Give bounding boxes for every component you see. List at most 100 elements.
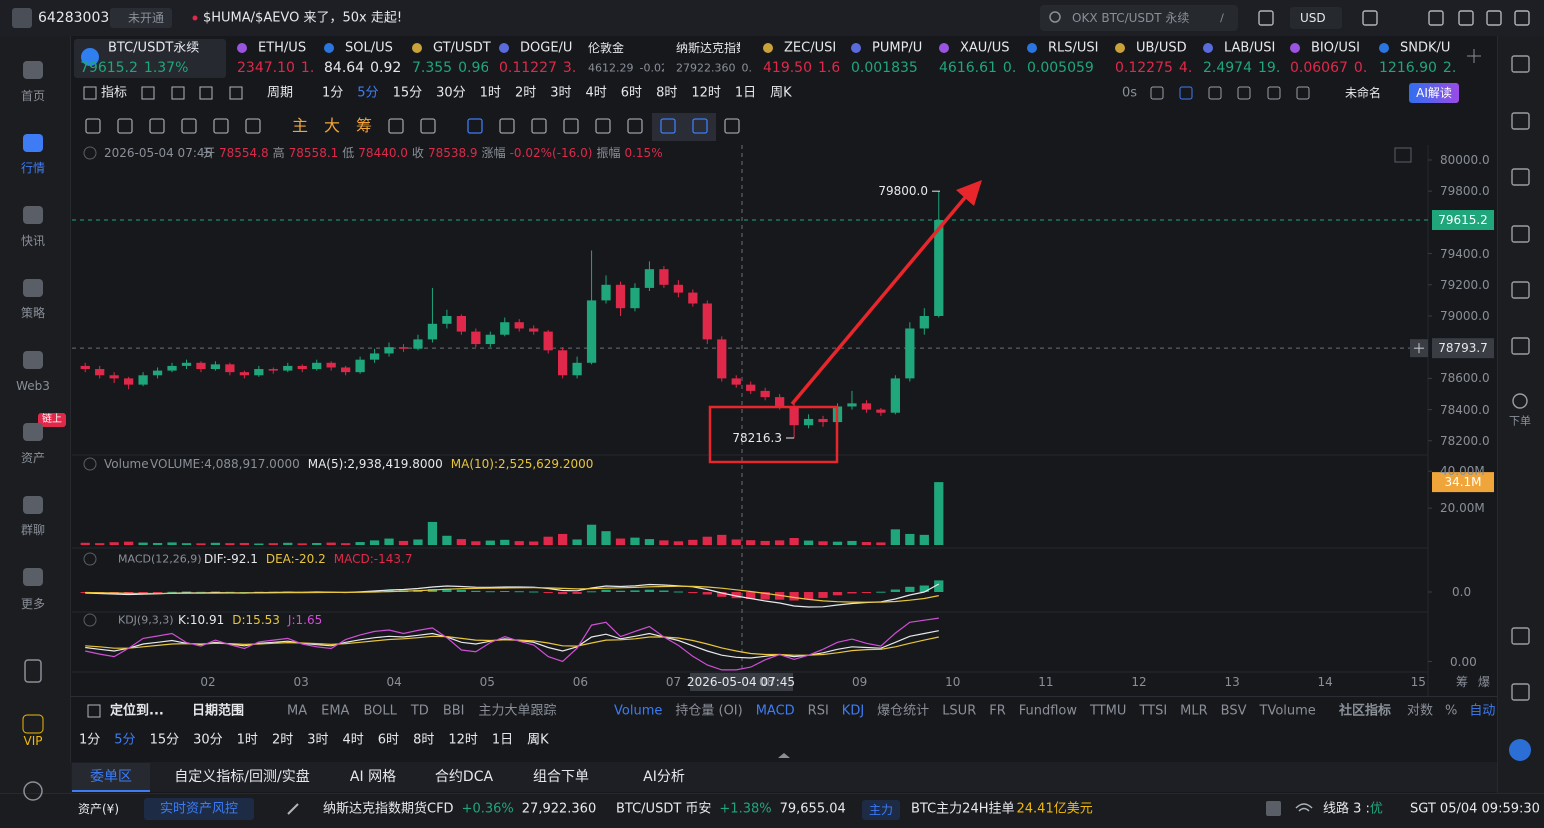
period-option[interactable]: 2时 bbox=[514, 85, 537, 101]
period-option[interactable]: 8时 bbox=[656, 85, 678, 101]
timeframe[interactable]: 8时 bbox=[413, 732, 435, 748]
timeframe[interactable]: 4时 bbox=[342, 732, 364, 748]
timeframe[interactable]: 周K bbox=[527, 732, 549, 748]
risk-control[interactable]: 实时资产风控 bbox=[159, 801, 239, 817]
ticker-name[interactable]: SOL/US bbox=[345, 41, 393, 55]
currency-select[interactable] bbox=[1290, 7, 1342, 29]
period-option[interactable]: 周K bbox=[770, 85, 792, 101]
period-option[interactable]: 3时 bbox=[550, 85, 572, 101]
period-option[interactable]: 1日 bbox=[734, 85, 757, 101]
sub-indicator[interactable]: 爆仓统计 bbox=[877, 703, 930, 719]
news-ticker[interactable]: $HUMA/$AEVO 来了，50x 走起! bbox=[203, 10, 403, 26]
search-box[interactable] bbox=[1040, 5, 1238, 31]
panel-title: Volume bbox=[104, 457, 149, 471]
ticker-name[interactable]: ETH/US bbox=[258, 41, 307, 55]
currency[interactable]: USD bbox=[1300, 11, 1326, 25]
timeframe[interactable]: 15分 bbox=[149, 732, 180, 748]
bottom-tab[interactable]: 组合下单 bbox=[533, 769, 589, 785]
nav-item[interactable]: 更多 bbox=[20, 597, 46, 611]
period-option[interactable]: 6时 bbox=[620, 85, 643, 101]
ticker-name[interactable]: SNDK/U bbox=[1400, 41, 1451, 55]
nav-item[interactable]: VIP bbox=[23, 734, 43, 748]
sub-indicator[interactable]: 持仓量 (OI) bbox=[675, 703, 743, 719]
date-range[interactable]: 日期范围 bbox=[192, 703, 245, 719]
timeframe[interactable]: 1日 bbox=[491, 732, 514, 748]
sub-indicator[interactable]: TVolume bbox=[1259, 703, 1316, 719]
active-tab[interactable] bbox=[72, 763, 150, 792]
sub-indicator[interactable]: FR bbox=[989, 703, 1006, 719]
timeframe[interactable]: 3时 bbox=[307, 732, 329, 748]
nav-item[interactable]: 行情 bbox=[20, 161, 46, 175]
ticker-name[interactable]: ZEC/USI bbox=[784, 41, 837, 55]
indicator-button[interactable]: 指标 bbox=[101, 85, 128, 101]
timeframe[interactable]: 6时 bbox=[377, 732, 400, 748]
main-indicator[interactable]: TD bbox=[410, 703, 429, 719]
order-button[interactable]: 下单 bbox=[1509, 414, 1531, 428]
nav-item[interactable]: 群聊 bbox=[20, 523, 46, 537]
sub-indicator[interactable]: MACD bbox=[755, 703, 795, 719]
sub-indicator[interactable]: TTSI bbox=[1139, 703, 1168, 719]
ticker-name[interactable]: 纳斯达克指数 bbox=[676, 42, 740, 54]
draw-tool-label[interactable]: 主 bbox=[291, 116, 309, 135]
ticker-name[interactable]: 伦敦金 bbox=[588, 42, 625, 54]
search-input[interactable]: OKX BTC/USDT 永续 bbox=[1072, 11, 1190, 25]
period-option[interactable]: 5分 bbox=[357, 85, 379, 101]
nav-item[interactable]: 策略 bbox=[20, 306, 46, 320]
main-indicator[interactable]: BBI bbox=[442, 703, 465, 719]
bottom-tab[interactable]: AI分析 bbox=[643, 769, 685, 785]
bottom-tab[interactable]: AI 网格 bbox=[349, 769, 397, 785]
axis-option[interactable]: 对数 bbox=[1407, 703, 1434, 719]
timeframe[interactable]: 2时 bbox=[271, 732, 294, 748]
sub-indicator[interactable]: Fundflow bbox=[1018, 703, 1078, 719]
community-indicators[interactable]: 社区指标 bbox=[1339, 703, 1392, 719]
sub-indicator[interactable]: Volume bbox=[614, 703, 663, 719]
sub-indicator[interactable]: BSV bbox=[1220, 703, 1247, 719]
period-option[interactable]: 30分 bbox=[436, 85, 466, 101]
main-indicator[interactable]: MA bbox=[287, 703, 308, 719]
ticker-name[interactable]: PUMP/U bbox=[872, 41, 923, 55]
layout-select[interactable]: 未命名 bbox=[1345, 86, 1382, 100]
timeframe[interactable]: 1时 bbox=[236, 732, 258, 748]
main-indicator[interactable]: 主力大单跟踪 bbox=[478, 703, 557, 719]
axis-option[interactable]: % bbox=[1445, 703, 1458, 719]
sub-indicator[interactable]: MLR bbox=[1180, 703, 1208, 719]
period-select[interactable]: 周期 bbox=[267, 85, 294, 101]
ai-button-label[interactable]: AI解读 bbox=[1416, 86, 1452, 100]
sub-indicator[interactable]: LSUR bbox=[942, 703, 977, 719]
timeframe[interactable]: 30分 bbox=[193, 732, 223, 748]
timeframe[interactable]: 1分 bbox=[79, 732, 101, 748]
period-option[interactable]: 1时 bbox=[479, 85, 501, 101]
draw-tool-label[interactable]: 筹 bbox=[355, 116, 373, 135]
ticker-name[interactable]: UB/USD bbox=[1136, 41, 1187, 55]
timeframe[interactable]: 12时 bbox=[448, 732, 478, 748]
timeframe[interactable]: 5分 bbox=[114, 732, 136, 748]
nav-item[interactable]: Web3 bbox=[16, 379, 50, 393]
draw-tool-label[interactable]: 大 bbox=[323, 116, 341, 135]
ticker-name[interactable]: DOGE/U bbox=[520, 41, 573, 55]
ticker-name[interactable]: BTC/USDT永续 bbox=[108, 41, 200, 55]
ticker-name[interactable]: GT/USDT bbox=[433, 41, 491, 55]
sub-indicator[interactable]: TTMU bbox=[1090, 703, 1127, 719]
ticker-name[interactable]: RLS/USI bbox=[1048, 41, 1099, 55]
sub-indicator[interactable]: KDJ bbox=[841, 703, 865, 719]
period-option[interactable]: 12时 bbox=[691, 85, 721, 101]
locate-button[interactable]: 定位到... bbox=[110, 703, 164, 719]
bottom-tab[interactable]: 自定义指标/回测/实盘 bbox=[174, 769, 310, 785]
bottom-tab[interactable]: 委单区 bbox=[90, 769, 132, 785]
sub-indicator[interactable]: RSI bbox=[807, 703, 829, 719]
nav-item[interactable]: 首页 bbox=[20, 89, 46, 103]
ai-button[interactable] bbox=[1409, 83, 1459, 103]
period-option[interactable]: 15分 bbox=[392, 85, 423, 101]
nav-item[interactable]: 资产 bbox=[20, 451, 46, 465]
main-indicator[interactable]: EMA bbox=[321, 703, 350, 719]
ticker-name[interactable]: BIO/USI bbox=[1311, 41, 1360, 55]
ticker-name[interactable]: XAU/US bbox=[960, 41, 1010, 55]
axis-option[interactable]: 自动 bbox=[1469, 703, 1496, 719]
period-option[interactable]: 4时 bbox=[585, 85, 607, 101]
nav-item[interactable]: 快讯 bbox=[20, 234, 46, 248]
main-indicator[interactable]: BOLL bbox=[363, 703, 397, 719]
bottom-tab[interactable]: 合约DCA bbox=[434, 769, 494, 785]
period-option[interactable]: 1分 bbox=[322, 85, 344, 101]
risk-button[interactable] bbox=[144, 798, 254, 820]
ticker-name[interactable]: LAB/USI bbox=[1224, 41, 1276, 55]
